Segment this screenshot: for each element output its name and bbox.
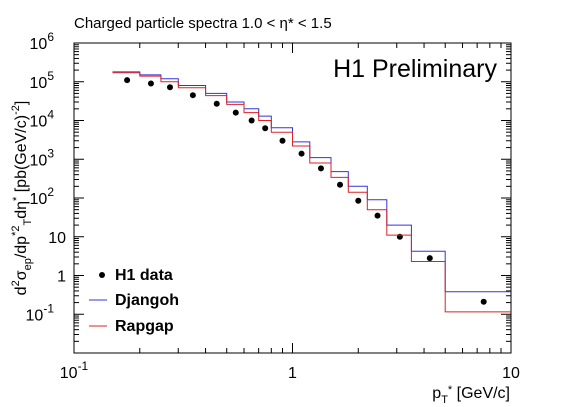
y-axis-ticks xyxy=(74,44,511,354)
data-point xyxy=(248,117,255,124)
data-point xyxy=(480,298,487,305)
series-rapgap-line xyxy=(112,72,511,313)
tick-label: 10 xyxy=(502,365,520,382)
legend-label: Djangoh xyxy=(115,292,179,309)
x-axis-tick-labels: 10-1 1 10 xyxy=(60,359,520,382)
data-point xyxy=(426,255,433,262)
data-point xyxy=(355,197,362,204)
tick-label: 10-1 xyxy=(26,301,55,324)
tick-label: 104 xyxy=(30,108,55,131)
data-point xyxy=(298,150,305,157)
tick-label: 105 xyxy=(30,69,55,92)
data-point xyxy=(337,181,344,188)
data-point xyxy=(232,109,239,116)
tick-label: 10 xyxy=(48,230,66,247)
legend-label: Rapgap xyxy=(115,318,174,335)
data-point xyxy=(279,137,286,144)
data-point xyxy=(374,212,381,219)
series-djangoh-line xyxy=(112,71,511,293)
legend-marker-points xyxy=(99,272,105,278)
tick-label: 1 xyxy=(288,365,297,382)
tick-label: 103 xyxy=(30,146,55,169)
x-axis-label: pT* [GeV/c] xyxy=(432,384,510,406)
tick-label: 10-1 xyxy=(60,359,89,382)
tick-label: 106 xyxy=(30,30,55,53)
legend-label: H1 data xyxy=(115,267,173,284)
data-point xyxy=(166,84,173,91)
tick-label: 102 xyxy=(30,185,55,208)
data-point xyxy=(124,77,131,84)
series-layer xyxy=(112,71,511,313)
legend: H1 data Djangoh Rapgap xyxy=(89,267,179,335)
data-point xyxy=(317,165,324,172)
data-point xyxy=(147,80,154,87)
data-point xyxy=(262,125,269,132)
data-point xyxy=(213,100,220,107)
x-axis-ticks xyxy=(73,43,502,353)
h1-preliminary-label: H1 Preliminary xyxy=(333,55,497,83)
tick-label: 1 xyxy=(57,269,66,286)
chart-title: Charged particle spectra 1.0 < η* < 1.5 xyxy=(74,15,332,32)
y-axis-tick-labels: 10-11 10 102 103 104 105 106 xyxy=(26,30,67,324)
y-axis-label: d2σep/dp*2Tdη* [pb(GeV/c)-2] xyxy=(10,101,34,296)
data-point xyxy=(189,92,196,99)
